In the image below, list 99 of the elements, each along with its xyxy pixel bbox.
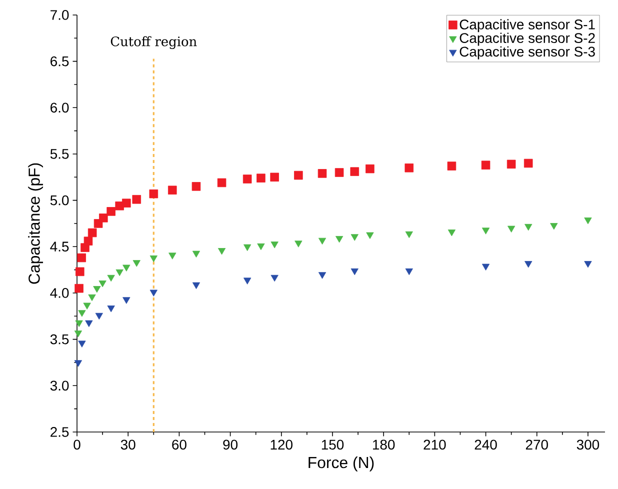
point (218, 248, 226, 255)
point (168, 186, 177, 195)
point (242, 174, 252, 184)
point (122, 198, 131, 208)
point (584, 261, 592, 268)
y-tick-label: 2.5 (50, 427, 69, 437)
point (95, 312, 103, 320)
x-axis-title: Force (N) (308, 456, 374, 472)
y-tick-label: 4.5 (50, 242, 69, 252)
point (77, 253, 86, 262)
legend-label: Capacitive sensor S-2 (460, 32, 595, 46)
point (192, 250, 200, 258)
y-tick-label: 3.5 (50, 334, 69, 344)
point (482, 264, 490, 270)
x-tick-label: 120 (270, 440, 292, 450)
x-tick-label: 60 (172, 440, 186, 450)
y-tick-label: 5.5 (50, 149, 69, 159)
x-tick-label: 300 (576, 440, 600, 450)
point (93, 286, 101, 293)
point (350, 167, 360, 176)
point (149, 189, 158, 198)
x-tick-label: 90 (223, 440, 238, 450)
x-tick-label: 270 (526, 440, 548, 450)
point (270, 242, 278, 248)
point (78, 310, 86, 317)
point (98, 280, 106, 288)
point (405, 231, 413, 238)
point (482, 228, 490, 234)
point (150, 255, 158, 262)
point (74, 360, 82, 367)
point (122, 264, 130, 272)
y-tick-label: 7.0 (50, 10, 69, 20)
x-tick-label: 240 (474, 440, 497, 450)
legend-label: Capacitive sensor S-3 (460, 46, 595, 60)
point (318, 169, 327, 178)
point (99, 214, 108, 222)
point (350, 234, 358, 241)
point (524, 158, 533, 168)
point (244, 278, 252, 284)
point (88, 228, 97, 238)
point (508, 226, 516, 233)
x-tick-label: 210 (424, 440, 446, 450)
point (506, 160, 516, 169)
point (256, 174, 266, 182)
point (150, 290, 158, 296)
point (85, 320, 93, 328)
point (481, 160, 490, 170)
y-tick-label: 4.0 (50, 288, 69, 298)
point (318, 272, 326, 279)
point (192, 182, 201, 191)
point (76, 267, 84, 276)
point (405, 268, 413, 276)
point (84, 236, 93, 246)
point (116, 269, 124, 276)
point (448, 230, 456, 236)
y-tick-label: 6.0 (50, 102, 69, 113)
point (550, 223, 558, 230)
y-axis-title: Capacitance (pF) (28, 163, 44, 284)
point (107, 274, 115, 282)
y-tick-label: 3.0 (50, 380, 69, 391)
point (270, 172, 279, 182)
point (270, 274, 278, 282)
point (78, 340, 86, 348)
point (584, 217, 592, 224)
ref-line-label: Cutoff region (110, 36, 197, 49)
point (132, 260, 140, 267)
point (318, 238, 326, 245)
point (217, 178, 226, 188)
x-tick-label: 150 (322, 440, 344, 450)
point (335, 236, 344, 243)
point (350, 268, 358, 276)
point (294, 170, 303, 180)
point (74, 330, 82, 338)
point (192, 282, 200, 290)
x-tick-label: 0 (74, 440, 80, 450)
point (524, 224, 532, 231)
point (106, 207, 116, 216)
point (257, 243, 265, 250)
point (122, 297, 130, 304)
x-tick-label: 180 (373, 440, 395, 450)
point (75, 320, 83, 328)
point (294, 240, 302, 248)
point (334, 168, 344, 177)
point (132, 195, 142, 204)
point (366, 164, 374, 174)
y-tick-label: 5.0 (50, 195, 69, 206)
y-tick-label: 6.5 (50, 56, 69, 66)
point (74, 284, 84, 293)
point (524, 261, 532, 268)
point (244, 244, 252, 252)
point (88, 294, 96, 302)
point (366, 232, 374, 239)
point (83, 302, 91, 310)
legend-label: Capacitive sensor S-1 (460, 19, 595, 32)
point (107, 306, 115, 312)
point (447, 162, 456, 170)
point (404, 164, 414, 172)
x-tick-label: 30 (120, 440, 136, 450)
point (168, 252, 176, 260)
